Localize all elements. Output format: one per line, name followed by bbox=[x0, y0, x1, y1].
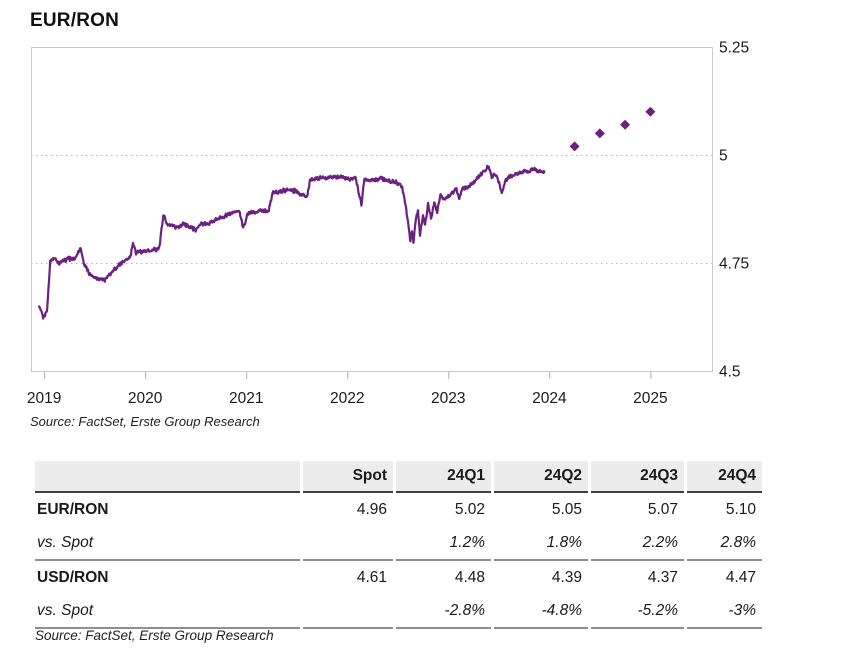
row-label: vs. Spot bbox=[35, 526, 300, 561]
cell-value: 2.2% bbox=[591, 526, 684, 561]
y-axis-label: 5 bbox=[719, 148, 728, 165]
forecast-diamond bbox=[620, 119, 631, 130]
cell-value: 4.47 bbox=[725, 569, 756, 586]
page-title: EUR/RON bbox=[30, 10, 120, 31]
cell-value: 1.2% bbox=[396, 526, 491, 561]
cell-value: 4.48 bbox=[454, 569, 485, 586]
x-axis-label: 2020 bbox=[128, 390, 163, 407]
table-source-note: Source: FactSet, Erste Group Research bbox=[35, 628, 274, 643]
y-axis-label: 4.5 bbox=[719, 364, 741, 381]
cell-value: 5.05 bbox=[551, 501, 582, 518]
table-row-usd-ron: USD/RON 4.61 4.48 4.39 4.37 4.47 bbox=[35, 561, 762, 594]
cell-value: -2.8% bbox=[396, 594, 491, 629]
cell-value: -4.8% bbox=[494, 594, 588, 629]
x-axis-label: 2021 bbox=[229, 390, 263, 407]
column-header-24q4: 24Q4 bbox=[687, 461, 762, 493]
x-axis-label: 2025 bbox=[633, 390, 667, 407]
cell-value: 5.10 bbox=[725, 501, 756, 518]
cell-value: 2.8% bbox=[687, 526, 762, 561]
cell-value bbox=[303, 526, 393, 561]
chart-source-note: Source: FactSet, Erste Group Research bbox=[30, 414, 260, 429]
forecast-diamond bbox=[594, 128, 605, 139]
cell-value: 5.07 bbox=[647, 501, 678, 518]
column-header-24q3: 24Q3 bbox=[591, 461, 684, 493]
cell-value: 4.96 bbox=[356, 501, 387, 518]
forecast-table: Spot 24Q1 24Q2 24Q3 24Q4 EUR/RON 4.96 5.… bbox=[32, 461, 765, 629]
cell-value: 4.37 bbox=[647, 569, 678, 586]
cell-value: 4.61 bbox=[356, 569, 387, 586]
table-row-eur-vs-spot: vs. Spot 1.2% 1.8% 2.2% 2.8% bbox=[35, 526, 762, 561]
eur-ron-line-chart: 2019 2020 2021 2022 2023 2024 2025 5.25 5 4.75 4.5 bbox=[27, 40, 749, 408]
table-row-usd-vs-spot: vs. Spot -2.8% -4.8% -5.2% -3% bbox=[35, 594, 762, 629]
column-header-24q1: 24Q1 bbox=[396, 461, 491, 493]
row-label: USD/RON bbox=[37, 569, 109, 586]
cell-value: 4.39 bbox=[551, 569, 582, 586]
column-header-24q2: 24Q2 bbox=[494, 461, 588, 493]
x-axis-label: 2022 bbox=[330, 390, 364, 407]
column-header-empty bbox=[35, 461, 300, 493]
cell-value: 5.02 bbox=[454, 501, 485, 518]
table-header-row: Spot 24Q1 24Q2 24Q3 24Q4 bbox=[35, 461, 762, 493]
column-header-spot: Spot bbox=[303, 461, 393, 493]
plot-border bbox=[31, 47, 713, 372]
y-axis-label: 4.75 bbox=[719, 256, 749, 273]
cell-value: -5.2% bbox=[591, 594, 684, 629]
forecast-diamond bbox=[645, 106, 656, 117]
forecast-diamond bbox=[569, 141, 580, 152]
cell-value: -3% bbox=[687, 594, 762, 629]
y-axis-label: 5.25 bbox=[719, 40, 749, 57]
row-label: EUR/RON bbox=[37, 501, 109, 518]
x-axis-label: 2023 bbox=[431, 390, 465, 407]
row-label: vs. Spot bbox=[35, 594, 300, 629]
x-axis-label: 2024 bbox=[532, 390, 567, 407]
cell-value: 1.8% bbox=[494, 526, 588, 561]
table-row-eur-ron: EUR/RON 4.96 5.02 5.05 5.07 5.10 bbox=[35, 493, 762, 526]
x-axis-label: 2019 bbox=[27, 390, 61, 407]
cell-value bbox=[303, 594, 393, 629]
price-line bbox=[38, 164, 546, 320]
